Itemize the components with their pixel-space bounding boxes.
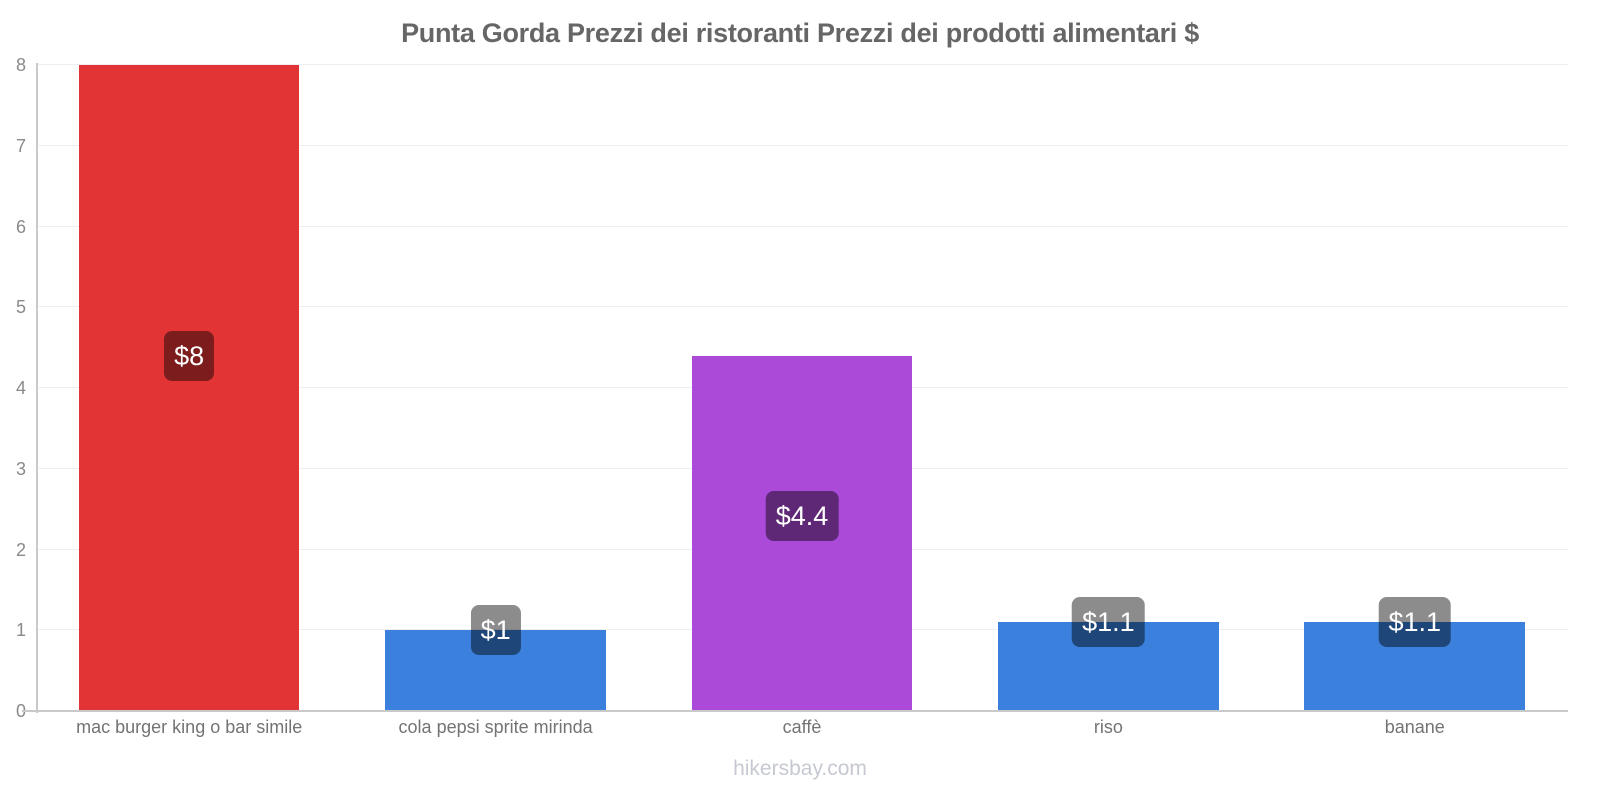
y-axis-labels: 0 1 2 3 4 5 6 7 8 <box>0 56 26 720</box>
value-label: $1.1 <box>1072 597 1145 648</box>
value-label: $4.4 <box>765 490 839 541</box>
y-tick-label: 7 <box>15 135 26 156</box>
y-tick-label: 8 <box>15 55 26 75</box>
y-axis-line <box>36 63 38 713</box>
plot-area: $8 $1 $4.4 $1.1 $1.1 <box>36 64 1568 711</box>
category-label: caffè <box>782 717 822 737</box>
y-tick-label: 1 <box>15 620 26 641</box>
x-axis-labels: mac burger king o bar simile cola pepsi s… <box>36 716 1568 742</box>
chart-title: Punta Gorda Prezzi dei ristoranti Prezzi… <box>401 18 1199 48</box>
y-tick-label: 2 <box>15 539 26 560</box>
gridline <box>36 64 1568 65</box>
y-tick-label: 5 <box>15 297 26 318</box>
bar-mac-burger-king-o-bar-simile <box>78 65 300 711</box>
category-label: mac burger king o bar simile <box>76 717 303 737</box>
bar-riso <box>998 622 1219 711</box>
bar-banane <box>1304 622 1526 711</box>
gridline <box>36 225 1568 227</box>
value-label: $1.1 <box>1378 597 1452 648</box>
category-label: riso <box>1093 717 1123 737</box>
y-tick-label: 6 <box>15 216 26 237</box>
y-tick-label: 4 <box>15 378 26 398</box>
x-axis-line <box>22 710 1568 712</box>
value-label: $1 <box>470 605 521 656</box>
value-label: $8 <box>164 330 215 381</box>
y-tick-label: 3 <box>15 458 26 479</box>
gridline <box>36 144 1568 146</box>
bar-cola-pepsi-sprite-mirinda <box>385 630 606 711</box>
y-tick-label: 0 <box>15 701 26 721</box>
gridline <box>36 306 1568 308</box>
category-label: cola pepsi sprite mirinda <box>398 717 593 737</box>
watermark: hikersbay.com <box>733 757 867 780</box>
bar-caffe <box>691 355 913 711</box>
category-label: banane <box>1384 717 1445 737</box>
